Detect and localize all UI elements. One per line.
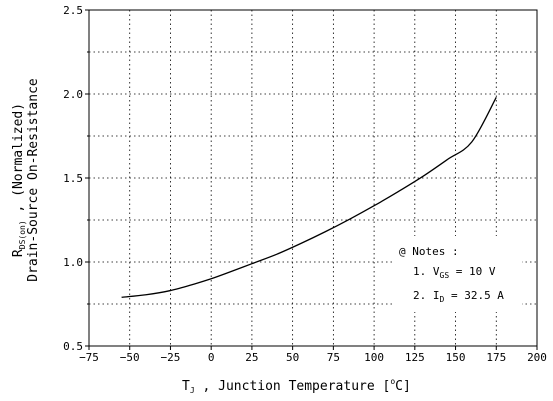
y-tick-labels: 0.5 1.0 1.5 2.0 2.5 <box>63 4 83 353</box>
x-tick-label: 25 <box>245 351 258 364</box>
x-tick-label: −50 <box>120 351 140 364</box>
notes-title: @ Notes : <box>399 245 459 258</box>
x-tick-label: 200 <box>527 351 547 364</box>
x-tick-label: −75 <box>79 351 99 364</box>
notes-annotation: @ Notes : 1. VGS = 10 V 2. ID = 32.5 A <box>392 236 522 312</box>
notes-background <box>392 236 522 312</box>
x-tick-label: 100 <box>364 351 384 364</box>
y-tick-label: 1.5 <box>63 172 83 185</box>
y-tick-label: 1.0 <box>63 256 83 269</box>
x-tick-label: 75 <box>327 351 340 364</box>
y-axis-label-line2: Drain-Source On-Resistance <box>26 78 41 282</box>
ticks <box>85 9 538 350</box>
y-axis-label-line1: RDS(on) , (Normalized) <box>11 103 27 257</box>
x-axis-label: TJ , Junction Temperature [oC] <box>182 377 411 395</box>
x-tick-labels: −75 −50 −25 0 25 50 75 100 125 150 175 200 <box>79 351 547 364</box>
x-tick-label: 150 <box>446 351 466 364</box>
note-item-2: 2. ID = 32.5 A <box>413 289 504 304</box>
y-axis-label: RDS(on) , (Normalized) Drain-Source On-R… <box>11 78 41 282</box>
x-tick-label: −25 <box>161 351 181 364</box>
series-line <box>121 97 497 298</box>
x-tick-label: 125 <box>405 351 425 364</box>
y-tick-label: 2.0 <box>63 88 83 101</box>
x-tick-label: 0 <box>208 351 215 364</box>
x-tick-label: 50 <box>286 351 299 364</box>
y-tick-label: 0.5 <box>63 340 83 353</box>
y-tick-label: 2.5 <box>63 4 83 17</box>
note-item-1: 1. VGS = 10 V <box>413 265 496 280</box>
x-tick-label: 175 <box>486 351 506 364</box>
